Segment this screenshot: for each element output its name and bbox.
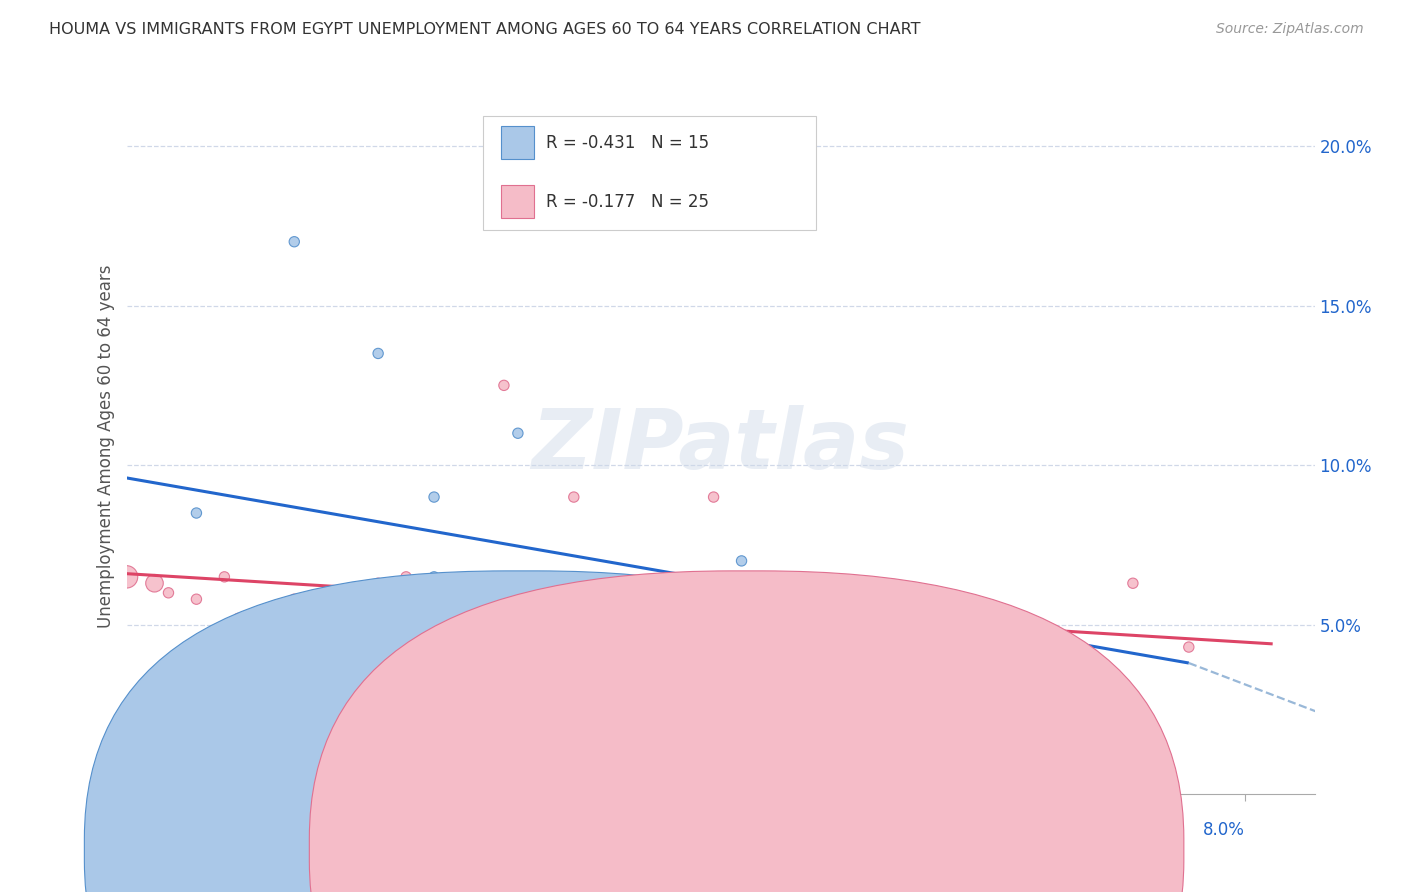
Point (814, 656, 837, 670)
Point (591, 576, 613, 591)
FancyBboxPatch shape (484, 116, 815, 230)
Text: R = -0.431   N = 15: R = -0.431 N = 15 (546, 134, 709, 152)
Point (870, 761, 893, 775)
Point (647, 640, 669, 654)
Text: Source: ZipAtlas.com: Source: ZipAtlas.com (1216, 22, 1364, 37)
Point (1024, 624, 1046, 639)
Point (703, 490, 725, 504)
Point (1066, 656, 1088, 670)
Point (395, 570, 418, 584)
Point (730, 554, 752, 568)
Point (423, 570, 446, 584)
Point (591, 576, 613, 591)
Text: HOUMA VS IMMIGRANTS FROM EGYPT UNEMPLOYMENT AMONG AGES 60 TO 64 YEARS CORRELATIO: HOUMA VS IMMIGRANTS FROM EGYPT UNEMPLOYM… (49, 22, 921, 37)
Text: Immigrants from Egypt: Immigrants from Egypt (773, 836, 966, 854)
Point (953, 640, 976, 654)
Point (814, 761, 837, 775)
Point (492, 378, 515, 392)
Text: Houma: Houma (548, 836, 607, 854)
Point (395, 624, 418, 639)
Point (758, 761, 780, 775)
Point (228, 611, 250, 625)
Point (115, 570, 138, 584)
Bar (501, 126, 534, 160)
Point (283, 235, 305, 249)
Y-axis label: Unemployment Among Ages 60 to 64 years: Unemployment Among Ages 60 to 64 years (97, 264, 115, 628)
Point (995, 656, 1018, 670)
Point (423, 490, 446, 504)
Point (283, 592, 305, 607)
Text: 0.0%: 0.0% (127, 821, 169, 838)
Point (451, 576, 474, 591)
Point (143, 576, 166, 591)
Text: ZIPatlas: ZIPatlas (531, 406, 910, 486)
Point (186, 592, 208, 607)
Point (186, 506, 208, 520)
Point (367, 576, 389, 591)
Point (619, 688, 641, 702)
Point (506, 426, 529, 441)
Point (953, 672, 976, 686)
Point (898, 672, 921, 686)
Text: 8.0%: 8.0% (1204, 821, 1244, 838)
Point (562, 570, 585, 584)
Point (1178, 640, 1201, 654)
Text: R = -0.177   N = 25: R = -0.177 N = 25 (546, 193, 709, 211)
Bar (501, 186, 534, 219)
Point (478, 608, 501, 623)
Point (1122, 576, 1144, 591)
Point (157, 586, 180, 600)
Point (562, 490, 585, 504)
Point (367, 346, 389, 360)
Point (214, 570, 236, 584)
Point (562, 570, 585, 584)
